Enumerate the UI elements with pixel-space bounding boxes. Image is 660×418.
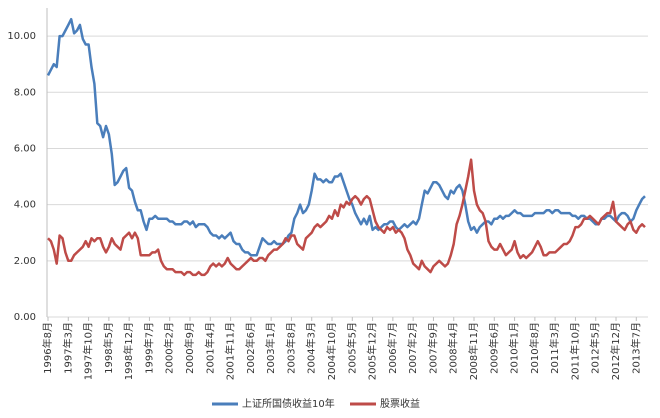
x-tick-label: 2003年8月	[284, 322, 297, 374]
y-tick-label: 2.00	[14, 256, 36, 267]
x-tick-label: 1998年5月	[102, 322, 115, 374]
x-tick-label: 1998年12月	[122, 322, 135, 380]
x-tick-label: 2005年12月	[366, 322, 379, 380]
x-tick-label: 2001年11月	[224, 322, 237, 380]
x-tick-label: 1996年8月	[41, 322, 54, 374]
x-tick-label: 2009年6月	[487, 322, 500, 374]
legend-label: 上证所国债收益10年	[242, 397, 335, 410]
x-tick-label: 2004年3月	[305, 322, 318, 374]
series-line	[46, 17, 646, 257]
x-tick-label: 2008年11月	[467, 322, 480, 380]
y-tick-label: 8.00	[14, 87, 36, 98]
x-tick-label: 2008年4月	[447, 322, 460, 374]
legend-label: 股票收益	[380, 397, 420, 410]
x-tick-label: 2006年7月	[386, 322, 399, 374]
x-tick-label: 2011年10月	[568, 322, 581, 380]
x-tick-label: 2012年12月	[609, 322, 622, 380]
x-tick-label: 2000年9月	[183, 322, 196, 374]
y-tick-label: 10.00	[7, 31, 36, 42]
x-tick-label: 1999年7月	[142, 322, 155, 374]
x-tick-label: 2007年9月	[426, 322, 439, 374]
series-line	[47, 158, 646, 277]
x-tick-label: 1997年3月	[61, 322, 74, 374]
y-tick-label: 4.00	[14, 200, 36, 211]
x-tick-label: 2011年3月	[548, 322, 561, 374]
x-tick-label: 2004年10月	[325, 322, 338, 380]
x-tick-label: 2003年1月	[264, 322, 277, 374]
x-tick-label: 2010年8月	[528, 322, 541, 374]
x-tick-label: 2010年1月	[508, 322, 521, 374]
x-tick-label: 2013年7月	[629, 322, 642, 374]
x-tick-label: 2012年5月	[589, 322, 602, 374]
x-tick-label: 2000年2月	[163, 322, 176, 374]
y-tick-label: 0.00	[14, 312, 36, 323]
x-tick-label: 2005年5月	[345, 322, 358, 374]
x-tick-label: 2001年4月	[203, 322, 216, 374]
y-tick-label: 6.00	[14, 143, 36, 154]
x-tick-label: 2007年2月	[406, 322, 419, 374]
x-tick-label: 2002年6月	[244, 322, 257, 374]
x-tick-label: 1997年10月	[82, 322, 95, 380]
